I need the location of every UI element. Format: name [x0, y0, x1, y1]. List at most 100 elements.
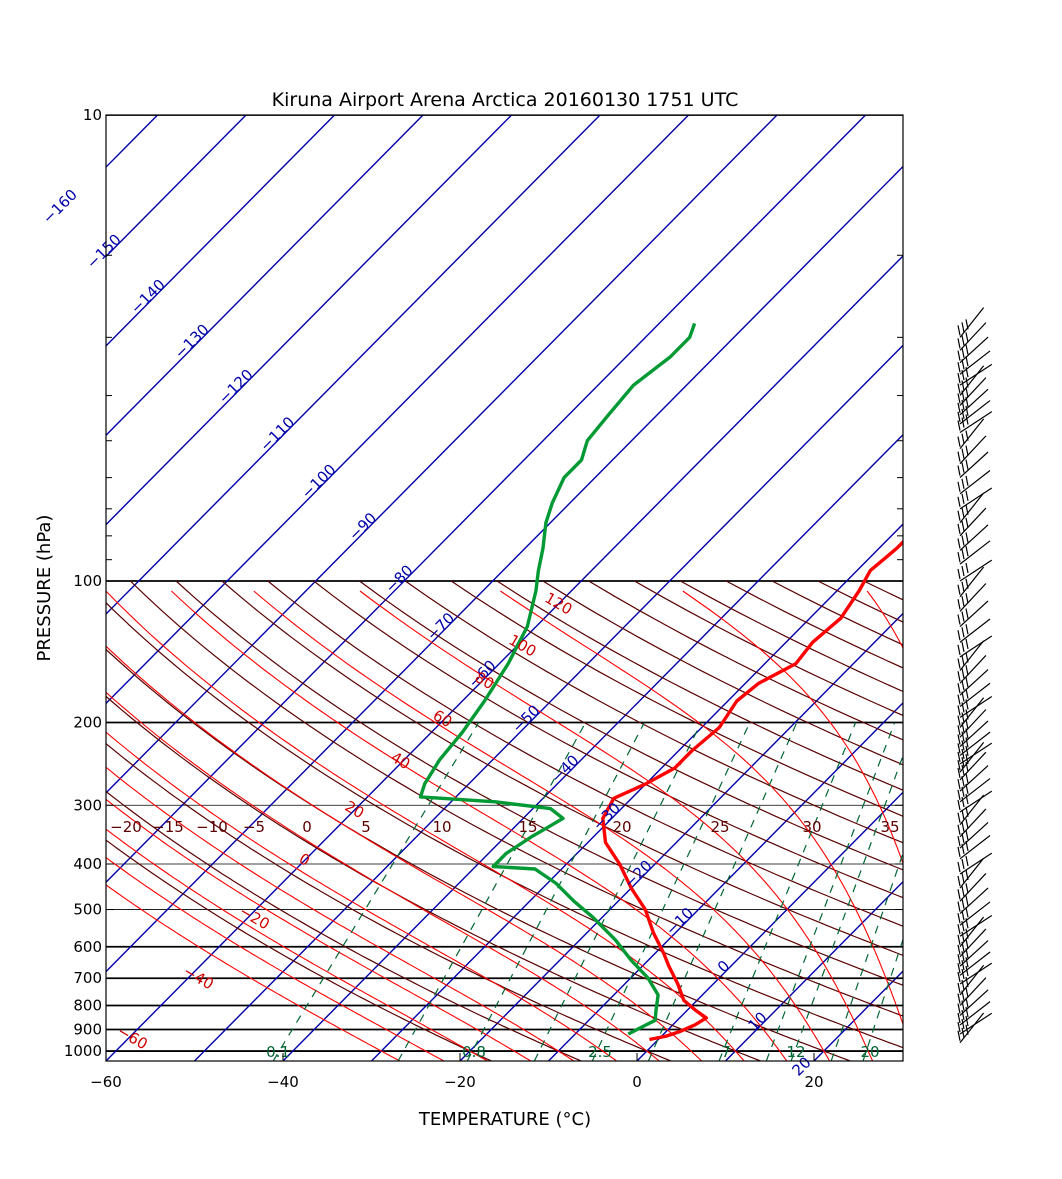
wind-barb-feather [957, 767, 961, 779]
dry-adiabat [175, 580, 903, 986]
wind-barb [957, 470, 991, 495]
moist-adiabat [106, 766, 575, 1061]
wind-barb-feather [965, 490, 969, 501]
wind-barb-feather [957, 393, 961, 404]
moist-adiabat-label: 15 [518, 818, 537, 836]
isotherm [106, 115, 867, 884]
wind-barb [957, 901, 991, 926]
wind-barb-staff [959, 808, 987, 838]
wind-barb-staff [959, 989, 989, 1016]
wind-barb-feather [961, 748, 965, 760]
wind-barb-staff [959, 350, 991, 375]
chart-title: Kiruna Airport Arena Arctica 20160130 17… [272, 89, 739, 111]
wind-barb-staff [959, 635, 993, 658]
wind-barb-feather [957, 824, 961, 835]
moist-adiabat [106, 884, 402, 1061]
wind-barb-feather [957, 683, 961, 694]
isotherm [106, 115, 513, 526]
wind-barb-staff [959, 669, 989, 696]
wind-barb-feather [957, 436, 961, 447]
wind-barbs [957, 307, 993, 1044]
wind-barb-feather [965, 938, 969, 949]
wind-barb-feather [961, 731, 965, 742]
wind-barb-feather [965, 719, 969, 730]
wind-barb-feather [957, 694, 961, 705]
isotherm [548, 701, 903, 1061]
moist-adiabat-label: 25 [710, 818, 729, 836]
wind-barb-staff [959, 583, 987, 612]
wind-barb-staff [959, 655, 987, 684]
wind-barb [957, 583, 987, 612]
wind-barb-feather [965, 806, 969, 817]
wind-barb-feather [957, 658, 961, 669]
wind-barb-staff [959, 835, 991, 860]
wind-barb-feather [965, 948, 969, 959]
moist-adiabat-label: 20 [612, 818, 631, 836]
wind-barb-feather [957, 924, 961, 935]
wind-barb-feather [957, 1003, 961, 1014]
wind-barb-feather [961, 921, 965, 932]
wind-barb-staff [959, 388, 989, 416]
wind-barb-feather [957, 993, 961, 1004]
wind-barb-feather [965, 987, 969, 998]
wind-barb [957, 835, 991, 860]
wind-barb-staff [959, 857, 985, 889]
wind-barb-feather [961, 764, 965, 776]
wind-barb-feather [961, 408, 965, 419]
wind-barb-feather [965, 818, 969, 829]
wind-barb [957, 487, 993, 510]
wind-barb-feather [965, 414, 969, 425]
wind-barb [957, 887, 989, 915]
wind-barb-feather [961, 462, 965, 473]
wind-barb-feather [965, 783, 969, 794]
wind-barb-feather [957, 383, 961, 394]
moist-adiabat [106, 798, 532, 1061]
moist-adiabat [106, 731, 618, 1061]
wind-barb-feather [965, 1006, 969, 1018]
x-tick-label: −60 [90, 1073, 122, 1091]
wind-barb-feather [957, 338, 961, 349]
wind-barb [957, 388, 989, 416]
dry-adiabat [106, 648, 853, 1061]
wind-barb-staff [959, 566, 985, 598]
wind-barb-feather [961, 507, 965, 518]
wind-barb-feather [961, 417, 965, 428]
mixing-ratio-line [790, 754, 903, 1061]
wind-barb-staff [959, 778, 991, 803]
wind-barb-feather [961, 931, 965, 942]
wind-barb-feather [957, 584, 961, 595]
wind-barb-feather [957, 759, 961, 771]
wind-barb-feather [957, 644, 961, 655]
wind-barb-feather [965, 728, 969, 739]
wind-barb-feather [965, 608, 969, 619]
wind-barb-feather [961, 843, 965, 854]
mixing-ratio-label: 2.5 [588, 1043, 612, 1061]
wind-barb-staff [959, 751, 987, 781]
wind-barb-feather [965, 578, 969, 589]
moist-adiabat [106, 691, 661, 1061]
y-axis-label: PRESSURE (hPa) [34, 515, 55, 662]
wind-barb-feather [957, 954, 961, 965]
wind-barb [957, 977, 987, 1006]
wind-barb-staff [959, 507, 987, 537]
wind-barb-feather [965, 997, 969, 1008]
wind-barb-feather [957, 362, 961, 373]
wind-barb [957, 365, 985, 396]
wind-barb [957, 731, 991, 756]
wind-barb [957, 635, 993, 658]
wind-barb-feather [961, 535, 965, 546]
wind-barb [957, 566, 985, 598]
wind-barb-feather [965, 883, 969, 894]
wind-barb-staff [959, 916, 985, 948]
wind-barb [957, 524, 989, 551]
wind-barb-feather [965, 504, 969, 515]
wind-barb [957, 741, 985, 773]
dry-adiabat [129, 580, 903, 1017]
moist-adiabat-label: 30 [802, 818, 821, 836]
wind-barb-feather [961, 821, 965, 832]
wind-barb-feather [965, 699, 969, 710]
wind-barb-feather [961, 668, 965, 679]
wind-barb-staff [959, 559, 993, 582]
wind-barb-feather [957, 875, 961, 887]
x-tick-label: −20 [444, 1073, 476, 1091]
